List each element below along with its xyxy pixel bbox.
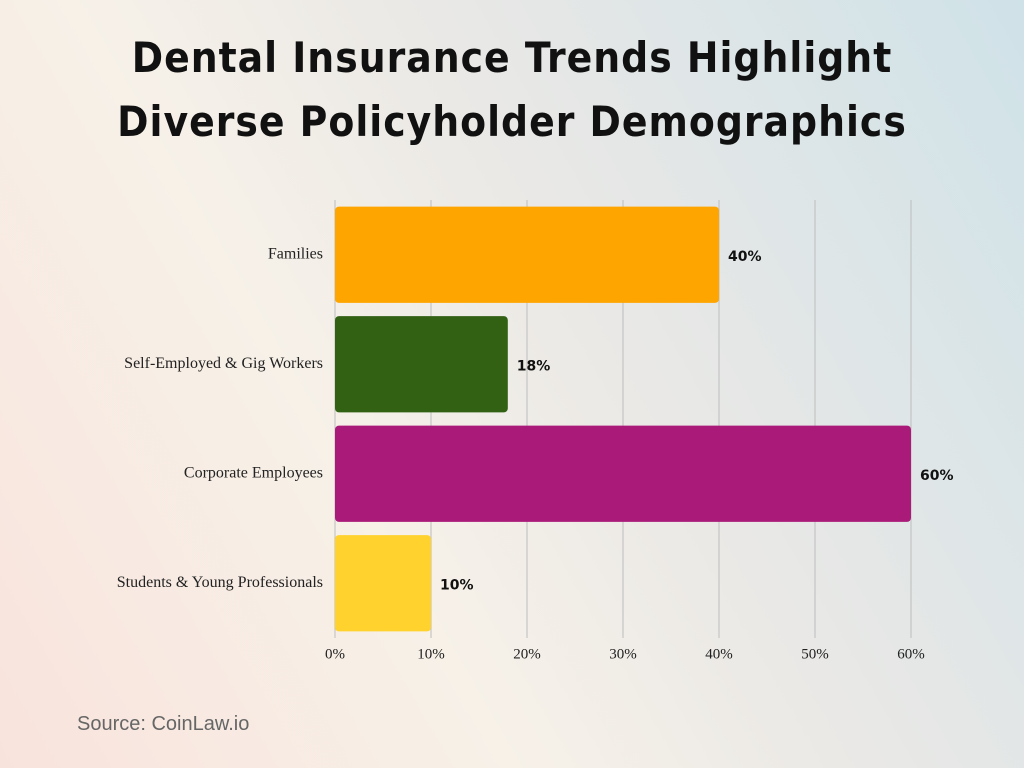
x-tick-label: 20% (513, 646, 541, 662)
source: Source: CoinLaw.io (77, 713, 250, 735)
value-label: 18% (517, 358, 551, 374)
y-tick-label: Corporate Employees (184, 464, 323, 481)
value-label: 60% (920, 468, 954, 484)
bar (335, 206, 719, 303)
y-tick-label: Families (268, 245, 323, 262)
bar (335, 535, 431, 632)
x-tick-label: 40% (705, 646, 733, 662)
chart-title: Dental Insurance Trends Highlight Divers… (117, 33, 907, 146)
x-tick-label: 10% (417, 646, 445, 662)
x-tick-label: 50% (801, 646, 829, 662)
y-tick-label: Self-Employed & Gig Workers (124, 355, 323, 372)
y-tick-label: Students & Young Professionals (117, 574, 323, 591)
x-tick-label: 60% (897, 646, 925, 662)
value-label: 10% (440, 577, 474, 593)
bar (335, 316, 508, 413)
x-tick-label: 30% (609, 646, 637, 662)
x-tick-label: 0% (325, 646, 345, 662)
value-label: 40% (728, 249, 762, 265)
bar (335, 425, 911, 522)
